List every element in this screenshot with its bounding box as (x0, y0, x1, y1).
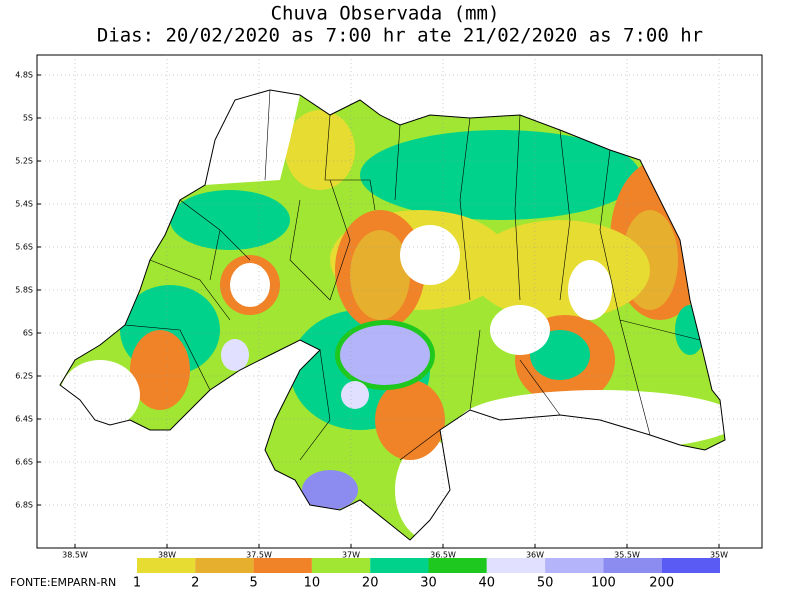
lat-label: 5.4S (15, 200, 33, 209)
lat-label: 5.6S (15, 243, 33, 252)
municipal-borders (124, 89, 701, 461)
legend-swatch (486, 558, 546, 573)
legend-label: 40 (479, 576, 496, 591)
legend-swatch (603, 558, 662, 573)
lat-label: 5.8S (15, 286, 33, 295)
lon-label: 36.5W (430, 551, 456, 560)
legend-label: 100 (591, 576, 616, 591)
legend-swatch (253, 558, 312, 573)
lat-label: 6.6S (15, 458, 33, 467)
grid (37, 55, 762, 548)
legend-label: 20 (362, 576, 379, 591)
source-note: FONTE:EMPARN-RN (10, 576, 116, 589)
lon-label: 35.5W (614, 551, 640, 560)
map-frame (36, 54, 763, 549)
lon-label: 38W (158, 551, 176, 560)
legend-swatch (311, 558, 371, 573)
legend-swatch (428, 558, 487, 573)
legend-swatch (370, 558, 429, 573)
lon-label: 35W (710, 551, 728, 560)
legend-label: 5 (249, 576, 257, 591)
lat-label: 6.4S (15, 415, 33, 424)
lat-label: 6.8S (15, 501, 33, 510)
legend-label: 2 (191, 576, 199, 591)
legend-label: 50 (537, 576, 554, 591)
map-subtitle: Dias: 20/02/2020 as 7:00 hr ate 21/02/20… (97, 25, 703, 47)
lon-label: 38.5W (62, 551, 88, 560)
lon-label: 36W (526, 551, 544, 560)
lat-label: 5.2S (15, 157, 33, 166)
lon-label: 37.5W (246, 551, 272, 560)
lon-label: 37W (342, 551, 360, 560)
legend-swatch (545, 558, 604, 573)
legend-swatch (661, 558, 720, 573)
legend-swatch (195, 558, 254, 573)
legend-label: 1 (133, 576, 141, 591)
lat-label: 4.8S (15, 71, 33, 80)
lat-label: 6.2S (15, 372, 33, 381)
lat-label: 6S (23, 329, 33, 338)
map-title: Chuva Observada (mm) (271, 3, 500, 25)
legend-label: 10 (304, 576, 321, 591)
lat-label: 5S (23, 114, 33, 123)
legend-label: 200 (649, 576, 674, 591)
legend-label: 30 (420, 576, 437, 591)
legend-swatch (137, 558, 196, 573)
